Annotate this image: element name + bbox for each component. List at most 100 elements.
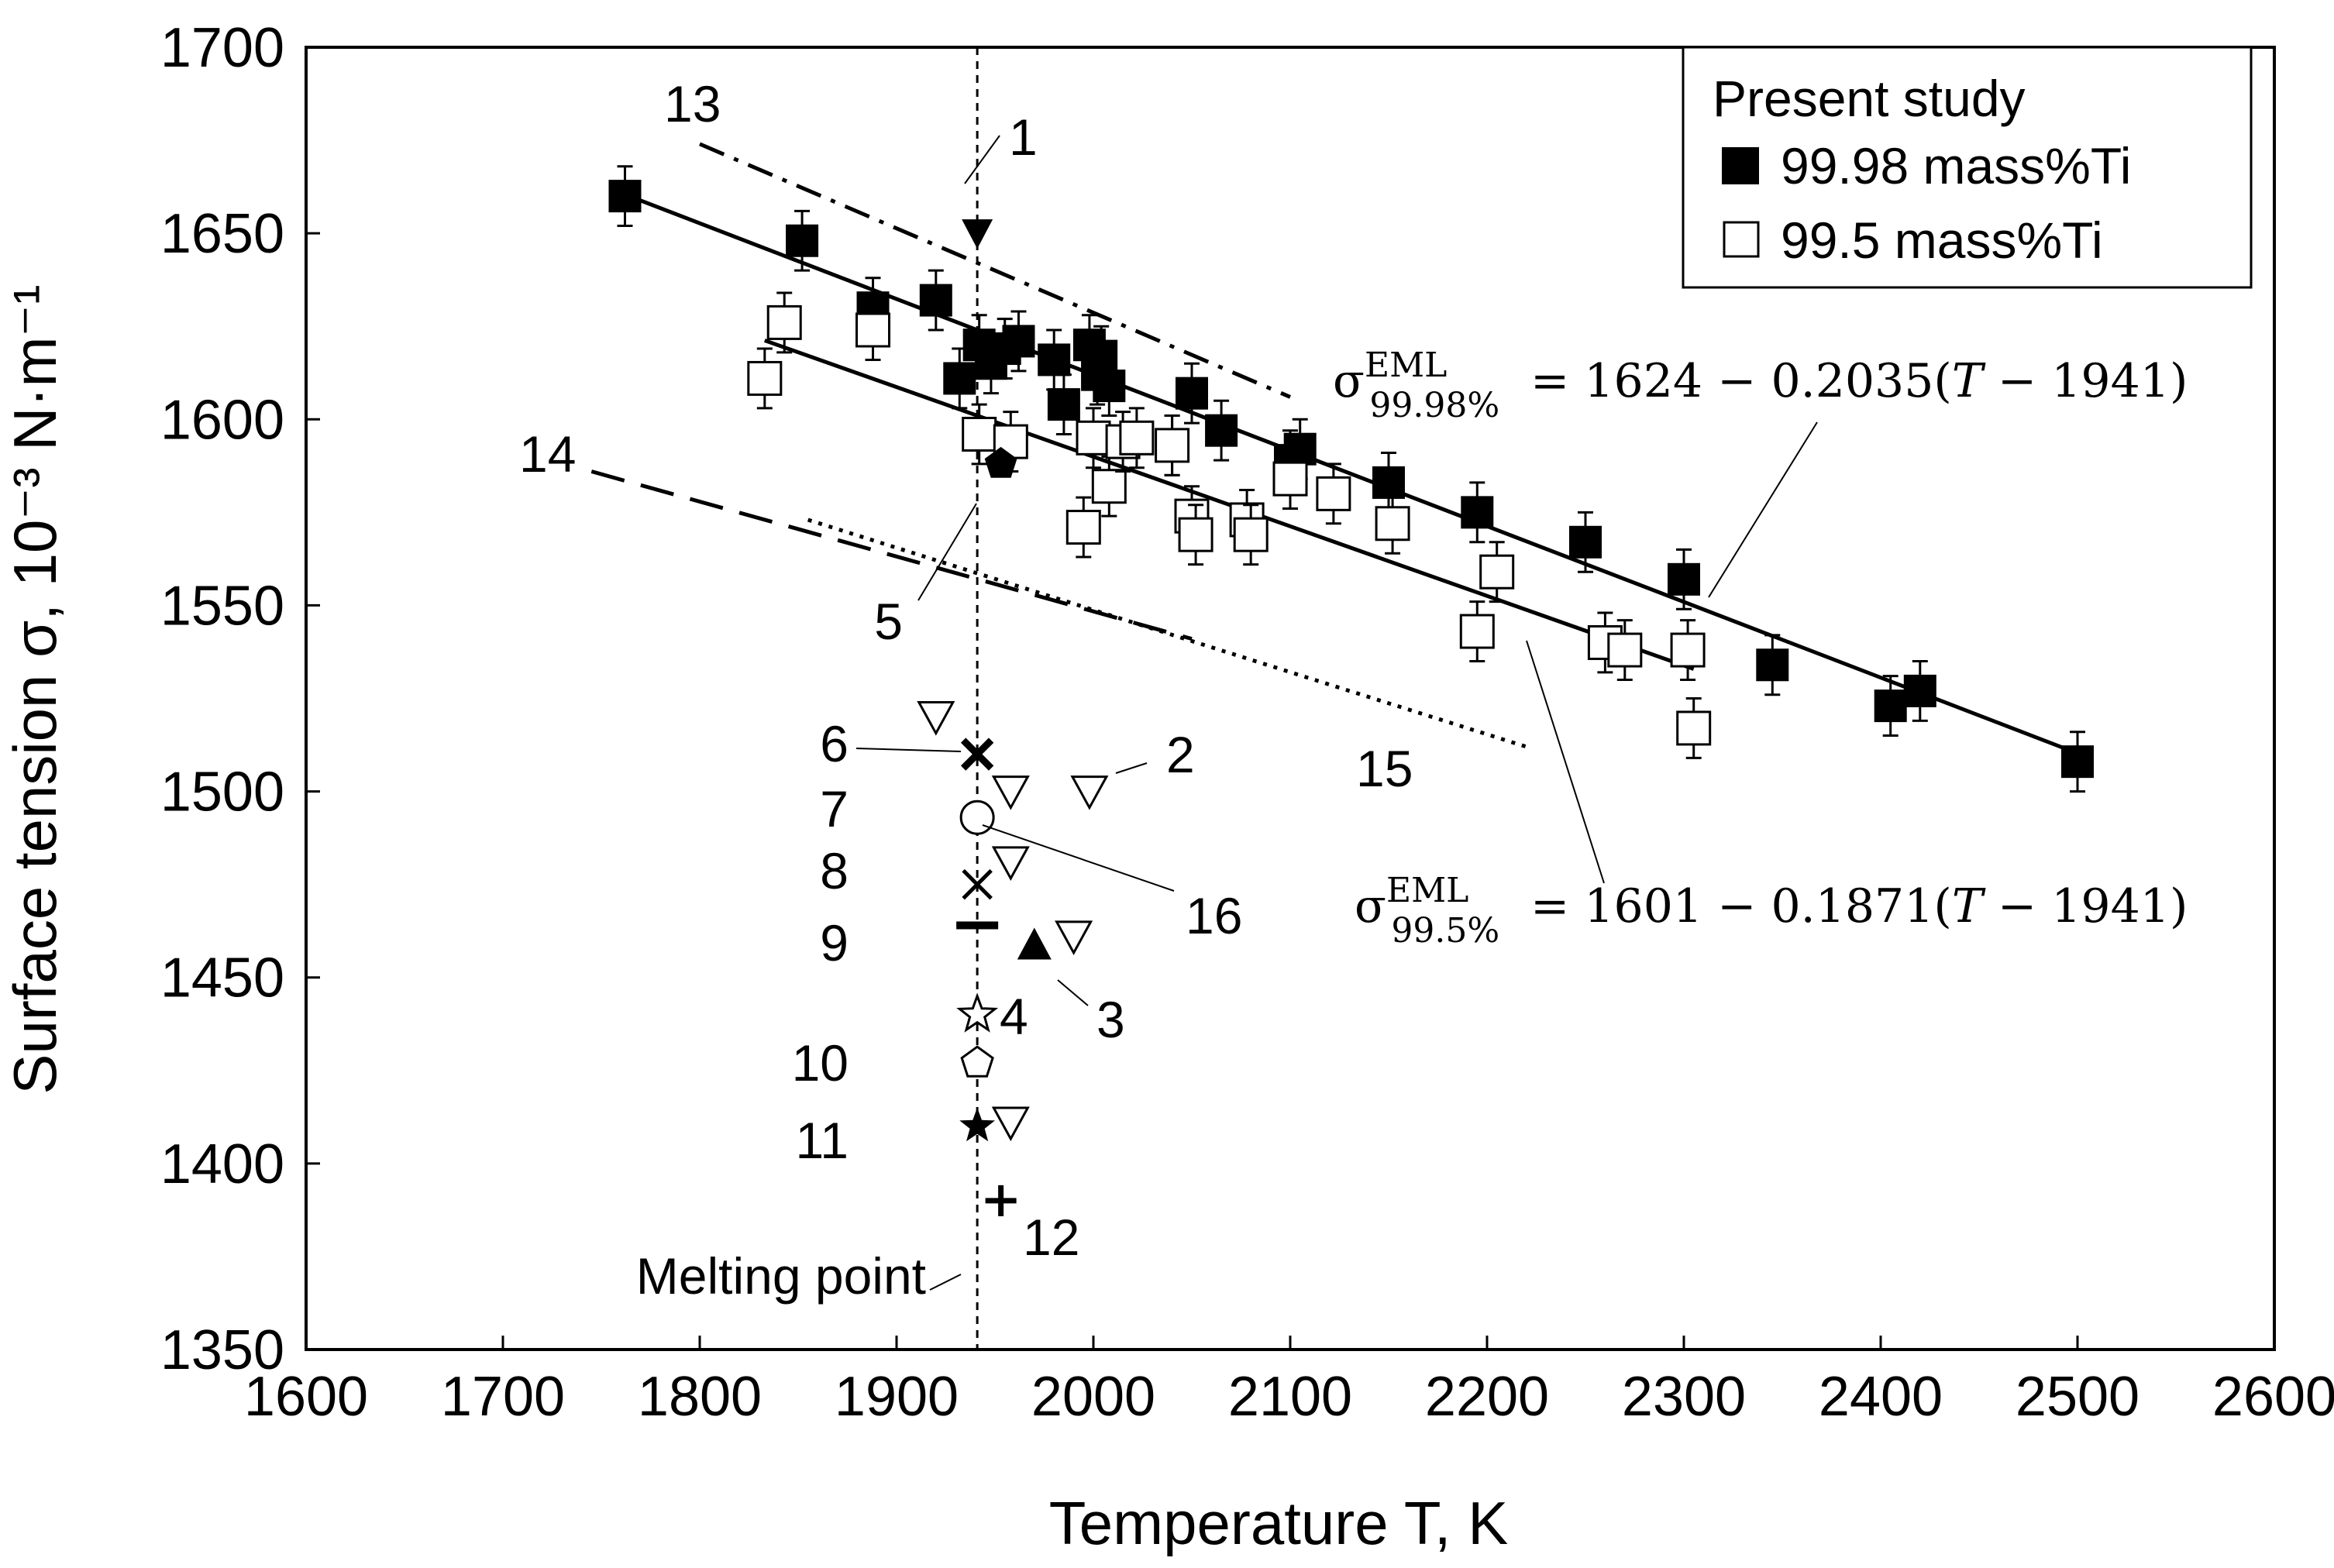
fit-equation-9998: σEML 99.98% = 1624 − 0.2035(T − 1941): [1333, 346, 2188, 425]
x-tick-label: 2000: [1031, 1366, 1155, 1428]
melting-point-label: Melting point: [636, 1247, 926, 1305]
literature-point-16: [917, 701, 955, 736]
literature-point-16: [1055, 920, 1093, 955]
literature-point-4: [956, 992, 999, 1033]
literature-label-15: 15: [1356, 740, 1413, 797]
literature-label-1: 1: [1009, 108, 1038, 166]
axis-ticks: 1600 1700 1800 1900 2000 2100 2200 2300 2400 2500…: [160, 17, 2334, 1428]
leader-line: [982, 824, 1175, 892]
literature-point-8: [962, 868, 993, 900]
point-99.98: [786, 224, 819, 257]
point-99.5: [1178, 517, 1213, 552]
point-99.5: [1272, 461, 1308, 497]
point-99.98: [1668, 562, 1700, 596]
literature-label-8: 8: [820, 842, 849, 899]
y-tick-label: 1550: [160, 575, 284, 637]
leader-line: [1115, 762, 1148, 774]
point-99.98: [2061, 745, 2094, 779]
literature-lines: [590, 142, 1527, 749]
literature-label-7: 7: [820, 780, 849, 837]
literature-label-3: 3: [1096, 991, 1125, 1048]
literature-label-14: 14: [519, 425, 576, 483]
literature-label-13: 13: [664, 75, 721, 132]
literature-point-9: [956, 921, 999, 930]
literature-line-15: [807, 518, 1527, 749]
literature-point-2: [1070, 775, 1109, 810]
point-99.98: [1038, 343, 1071, 377]
leader-line: [1526, 640, 1605, 884]
literature-label-11: 11: [795, 1112, 849, 1169]
literature-label-2: 2: [1166, 726, 1195, 783]
x-tick-label: 1900: [835, 1366, 959, 1428]
leader-line: [929, 1274, 962, 1291]
legend-marker-open-square: [1723, 221, 1760, 258]
literature-label-9: 9: [820, 914, 849, 971]
literature-point-12: [985, 1185, 1017, 1216]
point-99.98: [943, 362, 976, 395]
point-99.98: [1874, 689, 1907, 723]
x-tick-label: 2400: [1819, 1366, 1943, 1428]
point-99.98: [1903, 674, 1936, 707]
literature-label-4: 4: [1000, 988, 1028, 1045]
point-99.98: [1205, 414, 1238, 447]
y-tick-label: 1650: [160, 203, 284, 265]
leader-line: [964, 135, 1000, 184]
point-99.98: [1002, 325, 1035, 358]
y-axis-label: Surface tension σ, 10⁻³ N·m⁻¹: [1, 284, 69, 1094]
point-99.5: [1375, 506, 1410, 542]
point-99.98: [1093, 370, 1126, 403]
point-99.5: [1676, 710, 1712, 746]
literature-point-7: [959, 799, 995, 835]
literature-label-5: 5: [874, 593, 903, 650]
literature-line-13: [699, 142, 1291, 399]
point-99.5: [1119, 420, 1155, 456]
literature-point-3: [1017, 927, 1052, 960]
y-tick-label: 1350: [160, 1319, 284, 1381]
x-tick-label: 2300: [1622, 1366, 1746, 1428]
fit-line: [624, 192, 2078, 755]
point-99.5: [1091, 469, 1127, 504]
literature-point-16: [991, 846, 1030, 881]
legend-marker-filled-square: [1722, 147, 1759, 184]
fit-lines: [624, 192, 2078, 755]
x-tick-label: 2500: [2016, 1366, 2140, 1428]
literature-label-6: 6: [820, 715, 849, 772]
point-99.98: [1047, 388, 1080, 421]
literature-point-5: [984, 446, 1017, 478]
y-tick-label: 1500: [160, 762, 284, 824]
legend-entry-9998: 99.98 mass%Ti: [1781, 137, 2131, 194]
literature-point-11: [959, 1107, 995, 1142]
point-99.98: [1176, 377, 1208, 410]
literature-point-16: [991, 1106, 1030, 1142]
point-99.5: [1670, 632, 1706, 668]
point-99.98: [1569, 525, 1602, 559]
leader-line: [917, 503, 977, 601]
x-tick-label: 2600: [2212, 1366, 2334, 1428]
leader-line: [1708, 421, 1818, 598]
x-tick-label: 2200: [1425, 1366, 1549, 1428]
literature-label-10: 10: [792, 1034, 849, 1092]
fit-line: [763, 339, 1695, 671]
leader-line: [1057, 979, 1089, 1006]
point-99.98: [1461, 496, 1494, 529]
legend-title: Present study: [1713, 70, 2026, 127]
literature-point-16: [991, 775, 1030, 810]
legend-entry-995: 99.5 mass%Ti: [1781, 211, 2103, 269]
data-points: [608, 165, 2094, 793]
literature-label-16: 16: [1186, 887, 1242, 944]
y-tick-label: 1400: [160, 1133, 284, 1195]
svg-text:= 1601 − 0.1871(T − 1941): = 1601 − 0.1871(T − 1941): [1530, 879, 2188, 934]
point-99.98: [1756, 648, 1789, 682]
point-99.5: [766, 304, 802, 340]
x-axis-label: Temperature T, K: [1049, 1489, 1509, 1557]
point-99.98: [919, 284, 952, 317]
point-99.98: [608, 180, 642, 213]
point-99.5: [1076, 420, 1111, 456]
legend-box: [1682, 46, 2253, 289]
point-99.5: [1479, 554, 1515, 590]
fit-equation-995: σEML 99.5% = 1601 − 0.1871(T − 1941): [1355, 871, 2188, 951]
